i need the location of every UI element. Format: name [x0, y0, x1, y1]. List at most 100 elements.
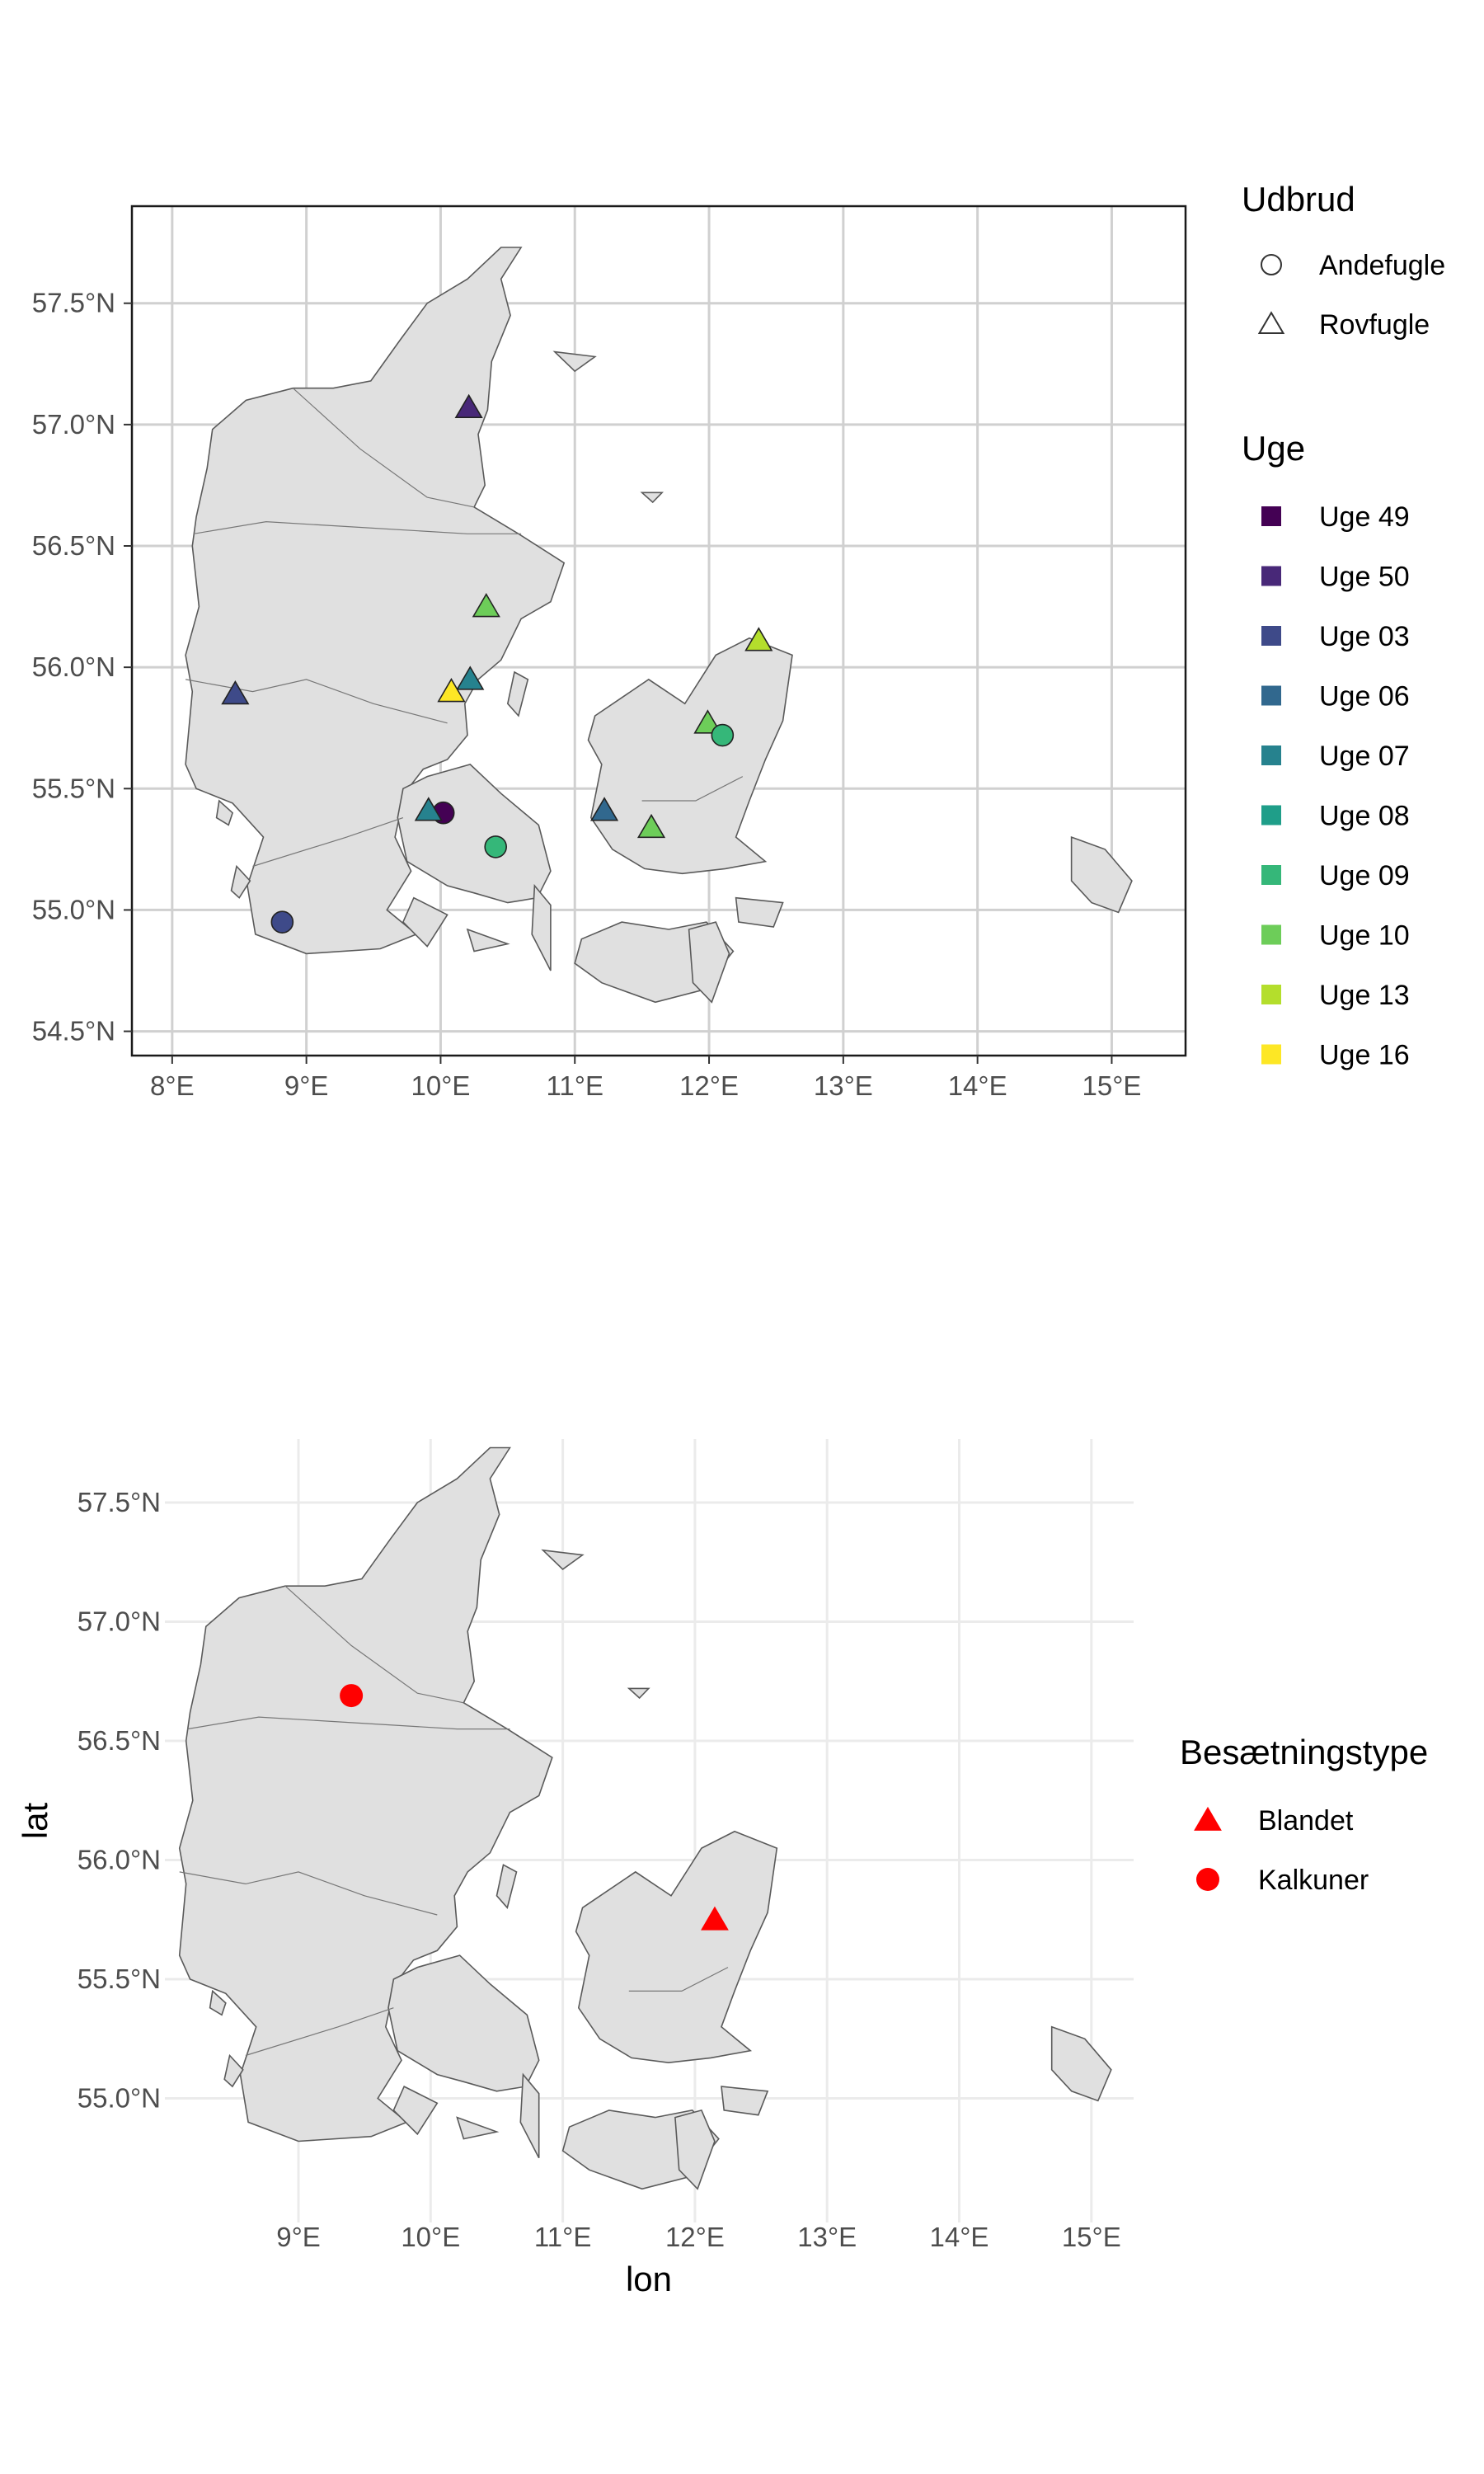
legend-uge-swatch	[1261, 626, 1281, 646]
outbreak-point-9	[414, 797, 443, 821]
map2-x-axis-title: lon	[626, 2260, 672, 2298]
legend-uge-label: Uge 07	[1319, 741, 1410, 772]
region-border-1	[185, 679, 448, 724]
map2-y-axis-title: lat	[16, 1802, 54, 1839]
outbreak-point-13	[270, 910, 294, 934]
map1-x-tick-label: 12°E	[679, 1070, 739, 1101]
legend-triangle-key	[1194, 1806, 1222, 1831]
legend-uge-label: Uge 50	[1319, 562, 1410, 593]
langeland-landmass	[519, 2072, 540, 2159]
zealand-landmass	[575, 1830, 778, 2064]
langeland-landmass	[531, 883, 552, 971]
outbreak-point-4	[437, 678, 466, 703]
legend-udbrud-label: Rovfugle	[1319, 309, 1430, 341]
map1-land	[185, 247, 1133, 1004]
legend-udbrud-title: Udbrud	[1242, 180, 1355, 219]
map1-panel-border	[130, 205, 1187, 1057]
fano-landmass	[215, 799, 234, 826]
map1-y-axis: 54.5°N 55.0°N 55.5°N 56.0°N 56.5°N 57.0°N 57.5…	[32, 288, 132, 1047]
samso-landmass	[495, 1864, 518, 1909]
outbreak-point-11	[589, 797, 619, 821]
outbreak-point-7	[711, 723, 735, 747]
herd-point-0	[340, 1684, 364, 1708]
region-border-2	[252, 817, 404, 868]
jutland-landmass	[185, 247, 566, 955]
legend-uge-swatch	[1261, 805, 1281, 825]
mon-landmass	[721, 2086, 769, 2116]
map1-y-tick-label: 56.0°N	[32, 651, 115, 682]
map2-y-tick-label: 55.0°N	[77, 2083, 161, 2114]
map2-land	[178, 1446, 1112, 2190]
map2-x-tick-label: 12°E	[665, 2222, 725, 2252]
map1-y-tick-label: 54.5°N	[32, 1016, 115, 1047]
map2-x-tick-label: 11°E	[534, 2222, 591, 2252]
funen-landmass	[397, 764, 552, 904]
legend-udbrud-items: Andefugle Rovfugle	[1257, 250, 1445, 341]
aero-landmass	[456, 2116, 500, 2140]
outbreak-point-10	[484, 835, 507, 858]
legend-uge-label: Uge 49	[1319, 501, 1410, 533]
map1-x-tick-label: 13°E	[814, 1070, 873, 1101]
legend-circle-key	[1196, 1868, 1219, 1891]
legend-besaetningstype-title: Besætningstype	[1180, 1733, 1428, 1771]
legend-uge-label: Uge 06	[1319, 681, 1410, 713]
region-border-0	[187, 1716, 510, 1730]
map1-y-tick-label: 56.5°N	[32, 530, 115, 561]
als-landmass	[392, 2086, 439, 2136]
legend-circle-key	[1261, 254, 1282, 275]
anholt-landmass	[640, 492, 664, 504]
aero-landmass	[466, 928, 510, 952]
zealand-landmass	[587, 637, 793, 875]
fano-landmass	[209, 1989, 227, 2016]
map1-y-tick-label: 55.5°N	[32, 773, 115, 803]
outbreak-point-3	[456, 666, 485, 690]
outbreak-point-1	[472, 593, 500, 618]
map2-x-tick-label: 14°E	[930, 2222, 989, 2252]
region-border-3	[628, 1967, 729, 1992]
legend-uge: Uge Uge 49 Uge 50 Uge 03 Uge 06 Uge 07 Uge 08…	[1242, 429, 1410, 1071]
falster-landmass	[674, 2109, 716, 2190]
map1-x-tick-label: 11°E	[547, 1070, 603, 1101]
legend-uge-swatch	[1261, 685, 1281, 706]
map2-y-tick-label: 56.5°N	[77, 1725, 161, 1756]
legend-udbrud-label: Andefugle	[1319, 250, 1445, 281]
map1-y-tick-label: 57.0°N	[32, 409, 115, 440]
funen-landmass	[387, 1954, 540, 2092]
region-border-1	[179, 1871, 438, 1916]
map1-x-tick-label: 15°E	[1082, 1070, 1141, 1101]
map1-x-tick-label: 14°E	[948, 1070, 1007, 1101]
legend-triangle-key	[1257, 311, 1285, 335]
als-landmass	[402, 896, 448, 948]
region-border-3	[641, 776, 744, 802]
map2-herd-points	[340, 1684, 729, 1931]
legend-uge-swatch	[1261, 745, 1281, 765]
herd-point-1	[701, 1906, 729, 1931]
romo-landmass	[223, 2053, 244, 2088]
legend-besaetningstype-label: Blandet	[1258, 1805, 1354, 1837]
legend-uge-swatch	[1261, 924, 1281, 945]
map2-y-tick-label: 55.5°N	[77, 1964, 161, 1994]
region-border-2	[245, 2007, 394, 2057]
bornholm-landmass	[1070, 835, 1133, 914]
falster-landmass	[688, 921, 730, 1004]
legend-uge-title: Uge	[1242, 429, 1305, 468]
legend-uge-swatch	[1261, 1044, 1281, 1065]
legend-uge-swatch	[1261, 566, 1281, 586]
map2-x-tick-label: 13°E	[797, 2222, 857, 2252]
legend-uge-swatch	[1261, 506, 1281, 526]
map1-x-axis: 8°E 9°E 10°E 11°E 12°E 13°E 14°E 15°E	[150, 1056, 1141, 1101]
mon-landmass	[735, 896, 784, 928]
legend-uge-items: Uge 49 Uge 50 Uge 03 Uge 06 Uge 07 Uge 08 Uge …	[1261, 501, 1410, 1071]
legend-uge-swatch	[1261, 985, 1281, 1004]
legend-uge-label: Uge 13	[1319, 980, 1410, 1011]
map2-y-tick-label: 57.5°N	[77, 1487, 161, 1517]
legend-besaetningstype: Besætningstype Blandet Kalkuner	[1180, 1733, 1428, 1896]
region-border-4	[284, 1585, 464, 1704]
map2-x-axis: 9°E 10°E 11°E 12°E 13°E 14°E 15°E	[276, 2222, 1121, 2252]
map1-x-tick-label: 8°E	[150, 1070, 195, 1101]
outbreak-point-2	[221, 680, 250, 705]
legend-uge-label: Uge 10	[1319, 920, 1410, 952]
laeso-landmass	[552, 350, 597, 373]
laeso-landmass	[541, 1549, 585, 1570]
map1-outbreak-points	[221, 393, 773, 934]
